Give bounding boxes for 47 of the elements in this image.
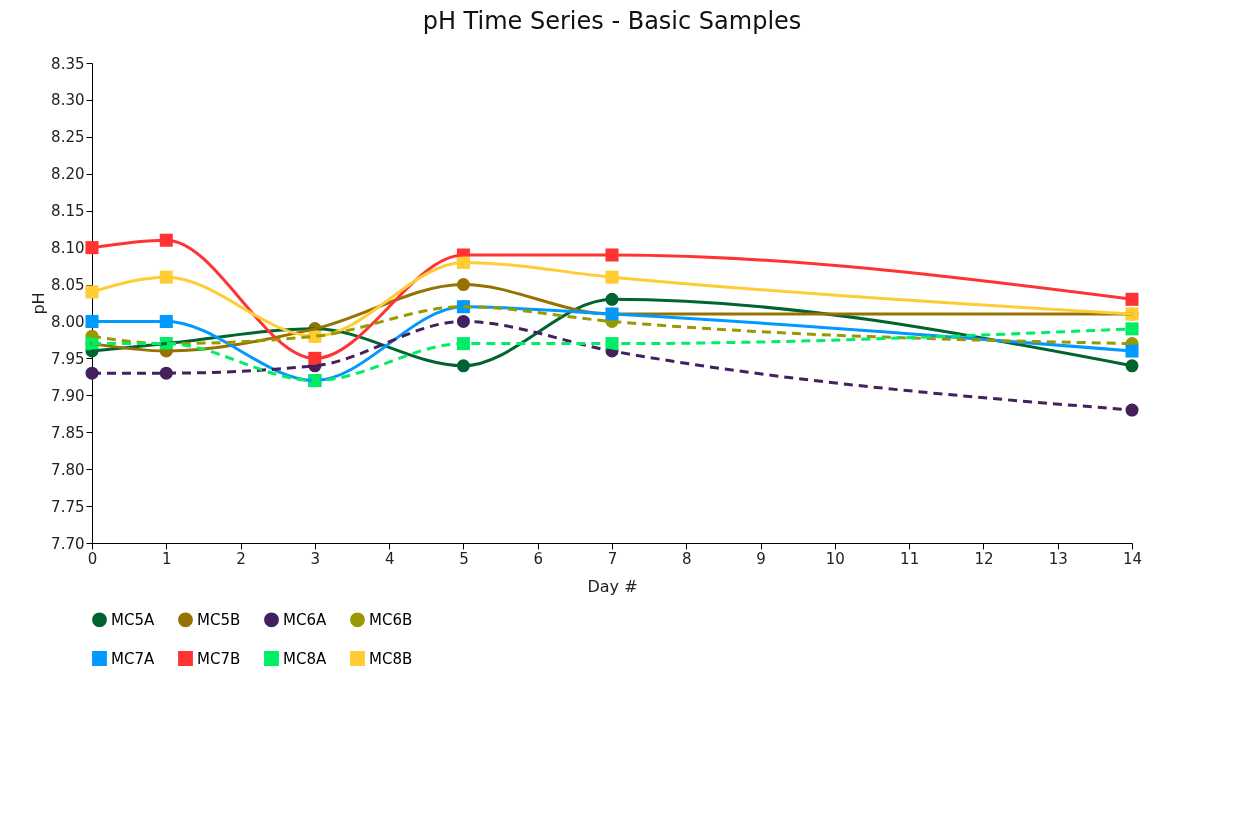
x-tick-label: 10	[825, 549, 845, 568]
y-tick-label: 7.80	[51, 460, 85, 479]
legend-label: MC6A	[283, 610, 327, 629]
y-tick-label: 7.90	[51, 386, 85, 405]
x-tick-label: 4	[384, 549, 395, 568]
x-tick-label: 0	[87, 549, 98, 568]
y-axis-title: pH	[29, 292, 49, 315]
legend-label: MC5A	[111, 610, 155, 629]
x-tick-label: 1	[162, 549, 172, 568]
point	[1125, 344, 1139, 358]
x-tick-label: 5	[459, 549, 469, 568]
y-tick-label: 8.05	[51, 276, 85, 295]
point	[85, 314, 99, 328]
x-tick-label: 14	[1122, 549, 1143, 568]
point	[85, 241, 99, 255]
x-tick-label: 2	[236, 549, 246, 568]
y-tick-label: 7.85	[51, 423, 85, 442]
legend-label: MC7B	[197, 649, 241, 668]
legend-label: MC7A	[111, 649, 155, 668]
point	[605, 248, 619, 262]
y-tick-label: 8.25	[51, 128, 85, 147]
y-tick-label: 8.00	[51, 312, 85, 331]
point	[1125, 292, 1139, 306]
y-tick-label: 7.75	[51, 497, 85, 516]
x-tick-label: 3	[310, 549, 321, 568]
y-tick-label: 8.15	[51, 202, 85, 221]
x-tick-label: 6	[533, 549, 543, 568]
x-tick-label: 7	[607, 549, 618, 568]
y-tick-label: 7.70	[51, 534, 85, 553]
y-tick-label: 8.20	[51, 165, 85, 184]
x-tick-label: 8	[682, 549, 692, 568]
x-tick-label: 11	[900, 549, 920, 568]
y-tick-label: 8.35	[51, 54, 85, 73]
point	[1125, 322, 1139, 336]
y-tick-label: 8.30	[51, 91, 85, 110]
legend-label: MC8A	[283, 649, 327, 668]
y-tick-label: 7.95	[51, 349, 85, 368]
x-tick-label: 12	[974, 549, 994, 568]
legend-label: MC6B	[369, 610, 413, 629]
y-tick-label: 8.10	[51, 239, 85, 258]
x-axis-title: Day #	[587, 576, 638, 596]
x-tick-label: 13	[1048, 549, 1068, 568]
chart-title: pH Time Series - Basic Samples	[422, 7, 802, 35]
point	[85, 285, 99, 299]
legend-label: MC5B	[197, 610, 241, 629]
x-tick-label: 9	[756, 549, 766, 568]
legend-label: MC8B	[369, 649, 413, 668]
